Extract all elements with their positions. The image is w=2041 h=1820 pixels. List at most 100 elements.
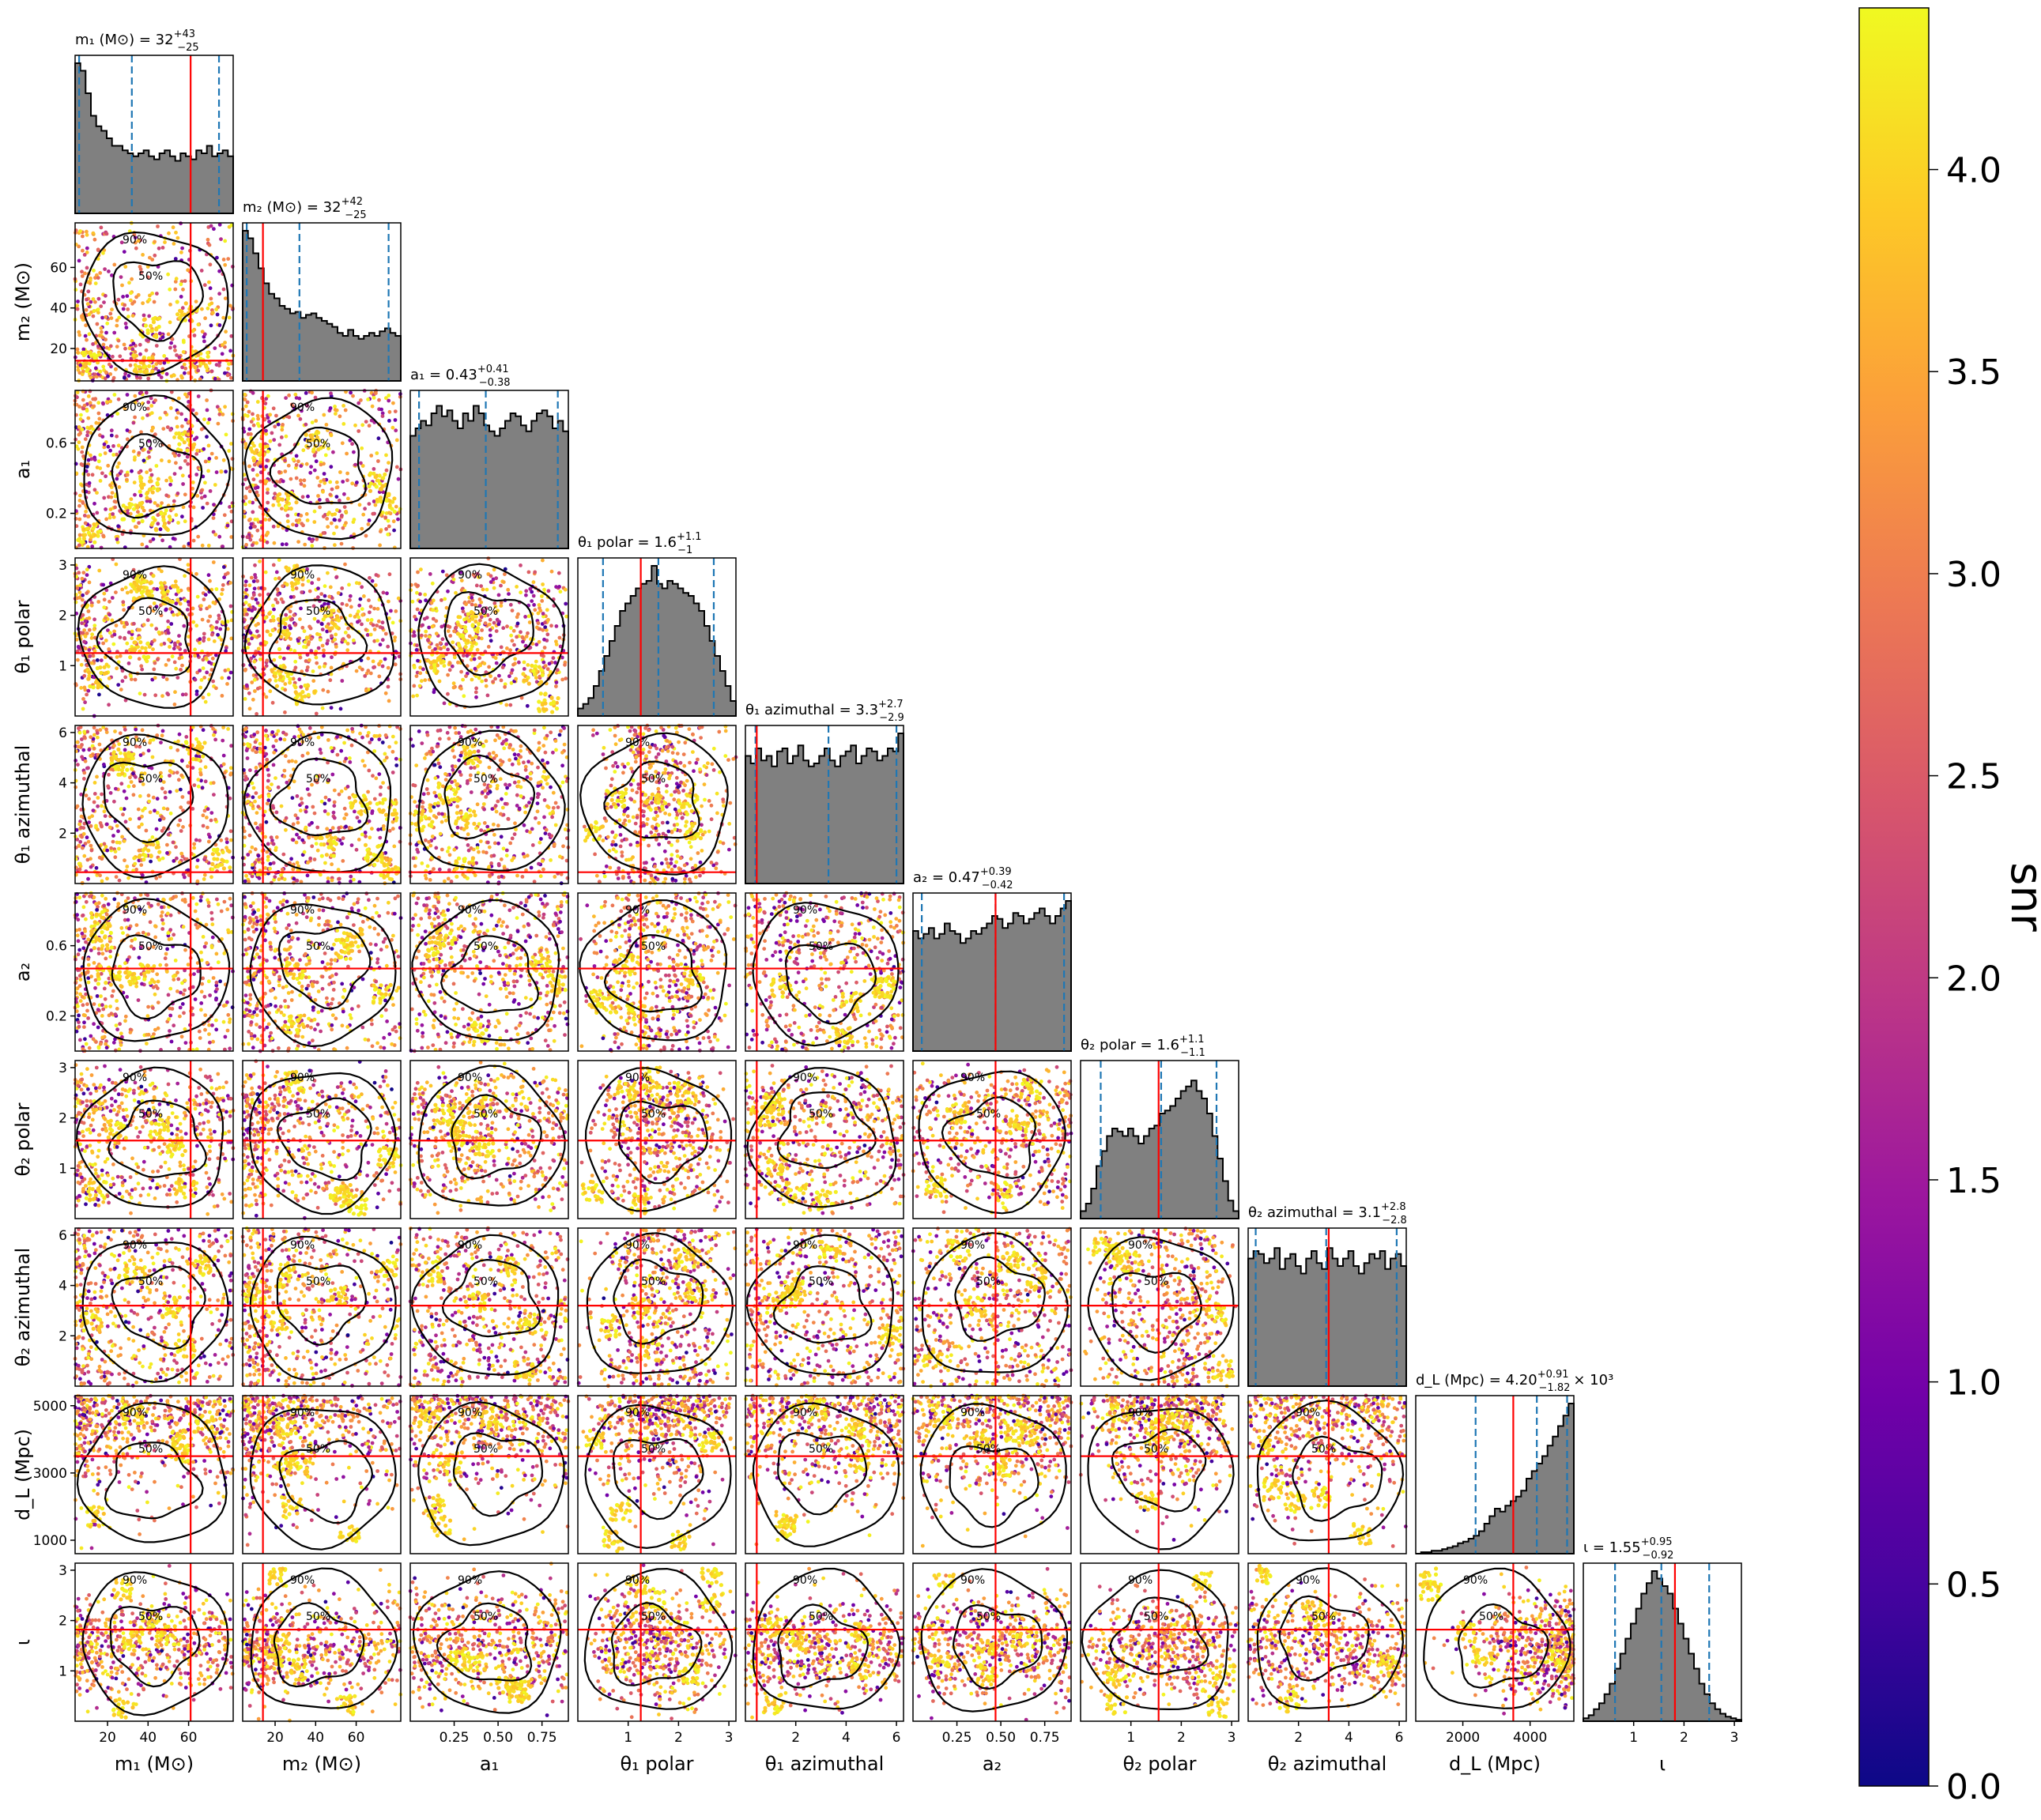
sample-point xyxy=(476,648,480,652)
sample-point xyxy=(225,682,229,686)
sample-point xyxy=(84,437,88,441)
sample-point xyxy=(104,331,108,335)
sample-point xyxy=(125,294,129,298)
sample-point xyxy=(306,636,310,640)
sample-point xyxy=(272,658,276,662)
sample-point xyxy=(243,697,247,701)
sample-point xyxy=(82,674,86,678)
sample-point xyxy=(251,450,255,454)
sample-point xyxy=(145,491,149,495)
sample-point xyxy=(297,677,301,681)
sample-point xyxy=(86,473,90,477)
sample-point xyxy=(223,239,227,243)
sample-point xyxy=(105,322,109,326)
sample-point xyxy=(265,658,269,662)
sample-point xyxy=(175,676,179,680)
sample-point xyxy=(321,490,325,494)
sample-point xyxy=(119,688,123,691)
sample-point xyxy=(87,670,91,674)
sample-point xyxy=(326,512,330,516)
sample-point xyxy=(337,591,341,595)
sample-point xyxy=(213,639,217,643)
sample-point xyxy=(106,375,110,379)
sample-point xyxy=(167,631,171,635)
sample-point xyxy=(193,333,197,337)
sample-point xyxy=(335,480,339,484)
sample-point xyxy=(216,633,220,637)
sample-point xyxy=(334,526,338,529)
sample-point xyxy=(527,571,531,575)
sample-point xyxy=(278,655,282,659)
sample-point xyxy=(316,494,320,498)
sample-point xyxy=(82,640,86,644)
sample-point xyxy=(272,608,276,612)
sample-point xyxy=(206,502,209,506)
sample-point xyxy=(105,346,109,350)
sample-point xyxy=(201,506,205,510)
sample-point xyxy=(266,532,270,536)
sample-point xyxy=(127,374,131,378)
sample-point xyxy=(126,591,130,595)
sample-point xyxy=(374,503,378,507)
sample-point xyxy=(371,405,375,409)
scatter-panel-a1-vs-m1: 90%50%0.20.6a₁ xyxy=(12,389,235,550)
sample-point xyxy=(194,473,198,477)
sample-point xyxy=(285,542,289,546)
sample-point xyxy=(148,294,152,298)
sample-point xyxy=(182,505,186,509)
sample-point xyxy=(150,473,154,477)
sample-point xyxy=(338,470,342,474)
sample-point xyxy=(519,590,523,594)
sample-point xyxy=(255,529,259,533)
sample-point xyxy=(115,465,119,469)
sample-point xyxy=(532,580,536,584)
sample-point xyxy=(131,314,135,318)
sample-point xyxy=(345,603,349,607)
sample-point xyxy=(200,307,204,311)
sample-point xyxy=(151,426,155,430)
sample-point xyxy=(315,459,319,463)
sample-point xyxy=(443,702,447,706)
sample-point xyxy=(446,590,450,593)
sample-point xyxy=(263,518,267,522)
sample-point xyxy=(160,570,164,574)
sample-point xyxy=(104,616,108,620)
sample-point xyxy=(117,462,121,465)
y-tick-label: 0.6 xyxy=(46,436,67,452)
sample-point xyxy=(376,479,380,483)
sample-point xyxy=(284,396,288,400)
sample-point xyxy=(143,693,147,697)
sample-point xyxy=(248,489,252,493)
sample-point xyxy=(93,488,97,492)
sample-point xyxy=(276,587,280,591)
sample-point xyxy=(323,594,327,598)
sample-point xyxy=(514,677,518,681)
sample-point xyxy=(223,263,227,267)
sample-point xyxy=(226,524,230,528)
sample-point xyxy=(207,457,211,461)
sample-point xyxy=(255,579,259,583)
sample-point xyxy=(172,613,175,617)
sample-point xyxy=(323,665,326,669)
sample-point xyxy=(383,515,387,519)
sample-point xyxy=(109,496,113,499)
sample-point xyxy=(310,390,314,394)
sample-point xyxy=(98,370,102,374)
sample-point xyxy=(334,625,338,629)
sample-point xyxy=(138,657,141,661)
sample-point xyxy=(117,443,121,447)
sample-point xyxy=(179,251,183,254)
sample-point xyxy=(211,680,215,684)
sample-point xyxy=(264,397,268,401)
sample-point xyxy=(111,444,115,448)
y-axis-label-m2: m₂ (M⊙) xyxy=(12,262,34,341)
sample-point xyxy=(375,624,379,627)
sample-point xyxy=(341,441,345,445)
sample-point xyxy=(158,332,162,336)
sample-point xyxy=(509,634,513,638)
sample-point xyxy=(121,600,125,604)
sample-point xyxy=(92,232,96,236)
sample-point xyxy=(270,668,274,672)
sample-point xyxy=(214,626,218,630)
sample-point xyxy=(355,480,359,484)
